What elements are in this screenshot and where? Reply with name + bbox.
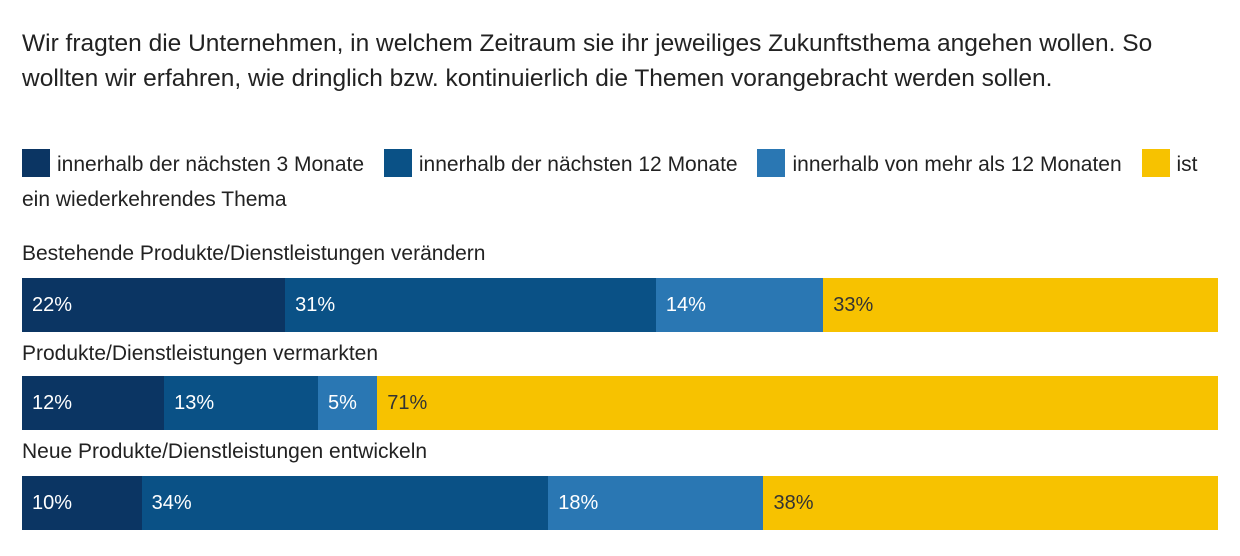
bar-segment: 34% [141, 476, 549, 530]
legend-swatch [22, 149, 50, 177]
legend-item-wiederkehrend: ist ein wiederkehrendes Thema [22, 149, 1198, 211]
bar-segment: 22% [22, 278, 286, 332]
bar-segment: 13% [164, 376, 319, 430]
legend-swatch [1141, 149, 1170, 177]
bar-vermarkten: 12% 13% 5% 71% [22, 376, 1218, 430]
legend-label: innerhalb der nächsten 12 Monate [418, 153, 738, 176]
data-label: 34% [151, 491, 192, 514]
legend-label: innerhalb von mehr als 12 Monaten [792, 153, 1122, 176]
legend-label: innerhalb der nächsten 3 Monate [57, 153, 365, 176]
bar-segment: 12% [22, 376, 165, 430]
data-label: 18% [558, 491, 599, 514]
data-label: 22% [32, 293, 73, 316]
bar-bestehende: 22% 31% 14% 33% [22, 278, 1218, 332]
data-label: 14% [665, 293, 706, 316]
legend: innerhalb der nächsten 3 Monate innerhal… [22, 147, 1212, 217]
bar-segment: 10% [22, 476, 142, 530]
row-label-bestehende: Bestehende Produkte/Dienstleistungen ver… [22, 242, 486, 265]
data-label: 10% [32, 491, 73, 514]
bar-segment: 5% [318, 376, 378, 430]
bar-neue: 10% 34% 18% 38% [22, 476, 1218, 530]
data-label: 31% [295, 293, 336, 316]
bar-segment: 31% [285, 278, 656, 332]
legend-item-mehr-als-12: innerhalb von mehr als 12 Monaten [757, 149, 1122, 177]
row-label-vermarkten: Produkte/Dienstleistungen vermarkten [22, 342, 379, 365]
legend-swatch [383, 149, 412, 177]
bar-segment: 14% [655, 278, 824, 332]
data-label: 13% [174, 391, 215, 414]
data-label: 12% [32, 391, 73, 414]
data-label: 71% [387, 391, 428, 414]
data-label: 38% [773, 491, 814, 514]
data-label: 5% [328, 391, 357, 414]
bar-segment: 33% [823, 278, 1218, 332]
data-label: 33% [833, 293, 874, 316]
legend-label: ist ein wiederkehrendes Thema [22, 153, 1198, 211]
bar-segment: 38% [763, 476, 1218, 530]
row-label-neue: Neue Produkte/Dienstleistungen entwickel… [22, 440, 428, 463]
bar-segment: 71% [377, 376, 1218, 430]
legend-swatch [757, 149, 786, 177]
legend-item-12-monate: innerhalb der nächsten 12 Monate [383, 149, 738, 177]
legend-item-3-monate: innerhalb der nächsten 3 Monate [22, 149, 365, 177]
bar-segment: 18% [548, 476, 764, 530]
chart-description: Wir fragten die Unternehmen, in welchem … [22, 30, 1153, 92]
